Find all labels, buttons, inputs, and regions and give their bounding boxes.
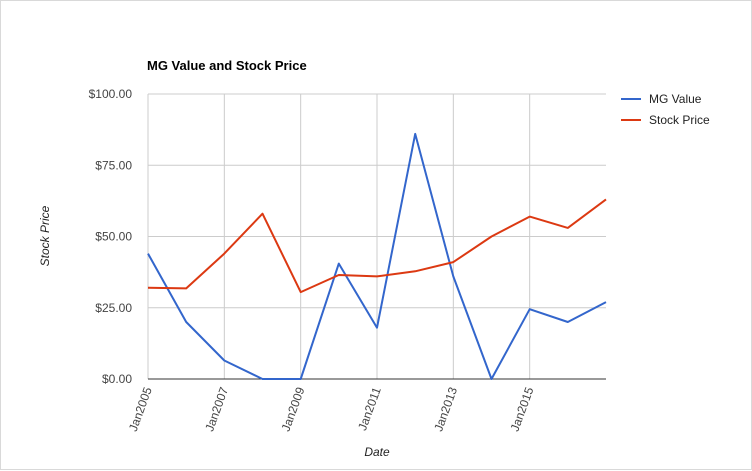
x-tick-label: Jan2009 — [279, 385, 308, 433]
chart-title: MG Value and Stock Price — [147, 58, 307, 73]
x-axis-title: Date — [364, 445, 390, 459]
y-tick-label: $0.00 — [102, 372, 132, 386]
legend-item-mg-value[interactable]: MG Value — [621, 92, 702, 106]
x-axis-ticks: Jan2005 Jan2007 Jan2009 Jan2011 Jan2013 Jan20… — [126, 385, 537, 433]
series-line-stock-price[interactable] — [147, 198, 607, 294]
y-tick-label: $100.00 — [89, 87, 133, 101]
x-tick-label: Jan2005 — [126, 385, 155, 433]
x-tick-label: Jan2013 — [431, 385, 460, 433]
series-line-mg-value[interactable] — [147, 132, 607, 380]
gridlines — [147, 93, 606, 379]
y-tick-label: $75.00 — [95, 158, 132, 172]
y-tick-label: $25.00 — [95, 301, 132, 315]
x-tick-label: Jan2015 — [508, 385, 537, 433]
legend[interactable]: MG Value Stock Price — [621, 92, 710, 127]
x-tick-label: Jan2007 — [202, 385, 231, 433]
y-axis-title: Stock Price — [38, 205, 52, 266]
y-axis-ticks: $0.00 $25.00 $50.00 $75.00 $100.00 — [89, 87, 133, 386]
series-lines — [147, 132, 607, 380]
y-tick-label: $50.00 — [95, 230, 132, 244]
legend-label: MG Value — [649, 92, 702, 106]
legend-item-stock-price[interactable]: Stock Price — [621, 113, 710, 127]
x-tick-label: Jan2011 — [355, 385, 384, 433]
legend-label: Stock Price — [649, 113, 710, 127]
